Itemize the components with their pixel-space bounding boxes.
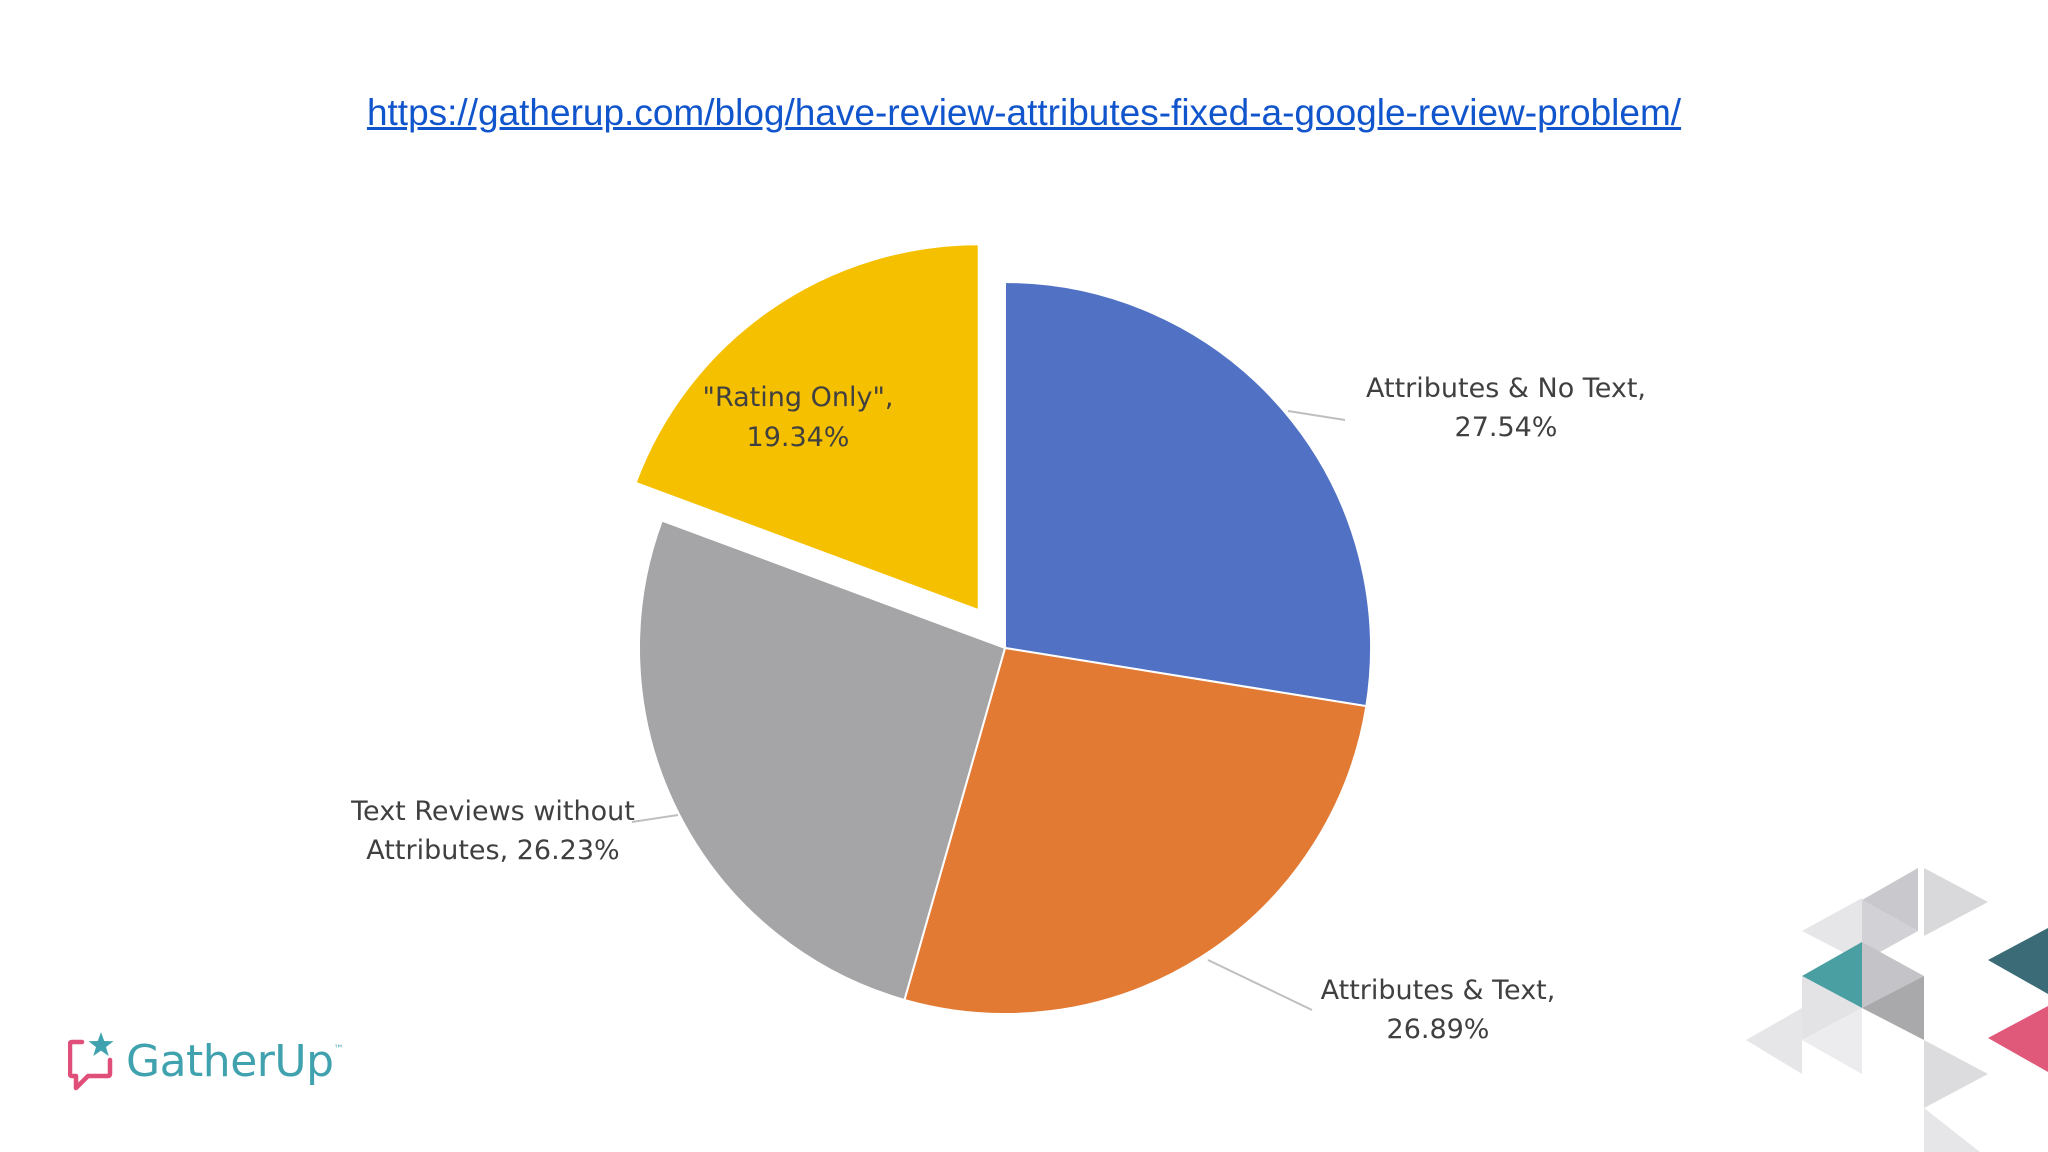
slice-attributes-text	[903, 646, 1368, 1015]
label-attributes-text: Attributes & Text,	[1321, 975, 1556, 1006]
label-text-reviews-line1: Text Reviews without	[350, 796, 635, 827]
gatherup-logo: GatherUp ™	[68, 1030, 344, 1092]
value-attributes-text: 26.89%	[1387, 1014, 1490, 1045]
source-link[interactable]: https://gatherup.com/blog/have-review-at…	[366, 92, 1682, 133]
slice-attributes-no-text	[1004, 280, 1372, 708]
value-rating-only: 19.34%	[747, 422, 850, 453]
chat-bubble-star-icon	[68, 1032, 114, 1091]
leader-line-attributes-no-text	[1287, 410, 1346, 421]
triangle-pattern-decoration	[1746, 868, 2048, 1152]
slice-rating-only	[634, 243, 980, 612]
label-rating-only: "Rating Only",	[703, 382, 894, 413]
label-text-reviews-line2: Attributes, 26.23%	[366, 835, 619, 866]
slice-text-reviews-without-attributes	[638, 519, 1007, 1002]
value-attributes-no-text: 27.54%	[1455, 412, 1558, 443]
leader-line-attributes-text	[1207, 959, 1313, 1011]
brand-trademark: ™	[333, 1044, 344, 1055]
brand-name: GatherUp	[126, 1035, 334, 1087]
label-attributes-no-text: Attributes & No Text,	[1366, 373, 1646, 404]
leader-line-text-reviews	[631, 814, 679, 823]
